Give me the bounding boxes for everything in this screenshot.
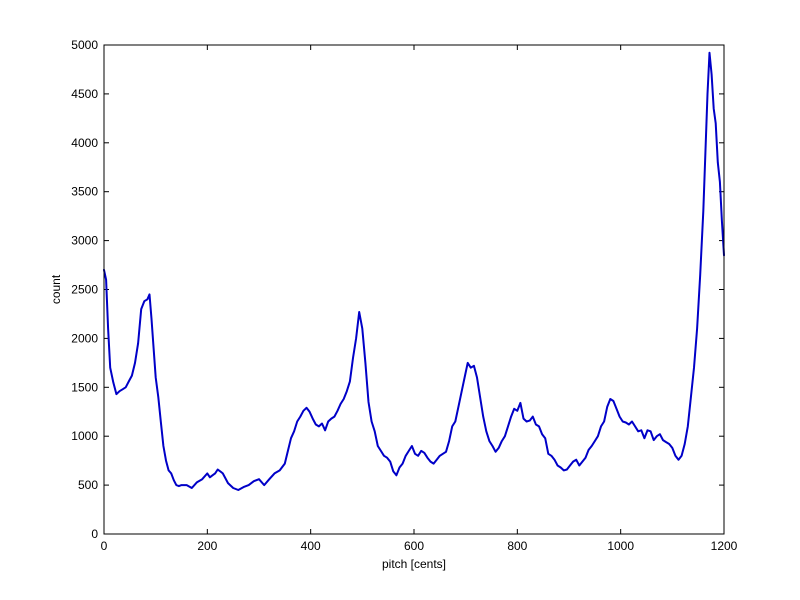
y-tick-label: 1000 bbox=[71, 429, 98, 443]
y-tick-label: 0 bbox=[91, 527, 98, 541]
x-axis-tick-labels: 0 200 400 600 800 1000 1200 bbox=[101, 539, 738, 553]
series-line bbox=[103, 51, 725, 491]
x-tick-label: 1000 bbox=[607, 539, 634, 553]
y-tick-label: 4000 bbox=[71, 136, 98, 150]
plot-frame bbox=[103, 44, 725, 535]
y-tick-label: 3500 bbox=[71, 185, 98, 199]
y-tick-label: 1500 bbox=[71, 380, 98, 394]
x-tick-label: 600 bbox=[404, 539, 424, 553]
plot-area-background bbox=[104, 45, 724, 534]
y-tick-label: 2500 bbox=[71, 283, 98, 297]
y-axis-label: count bbox=[49, 274, 63, 304]
y-tick-label: 5000 bbox=[71, 38, 98, 52]
x-axis-label: pitch [cents] bbox=[382, 557, 446, 571]
x-tick-label: 400 bbox=[301, 539, 321, 553]
y-tick-label: 4500 bbox=[71, 87, 98, 101]
x-tick-label: 0 bbox=[101, 539, 108, 553]
y-tick-label: 3000 bbox=[71, 234, 98, 248]
x-tick-label: 200 bbox=[197, 539, 217, 553]
x-tick-label: 800 bbox=[507, 539, 527, 553]
y-tick-label: 2000 bbox=[71, 331, 98, 345]
x-tick-label: 1200 bbox=[711, 539, 738, 553]
y-axis-tick-labels: 0 500 1000 1500 2000 2500 3000 3500 4000 4500 5000 bbox=[71, 38, 98, 541]
y-tick-label: 500 bbox=[78, 478, 98, 492]
